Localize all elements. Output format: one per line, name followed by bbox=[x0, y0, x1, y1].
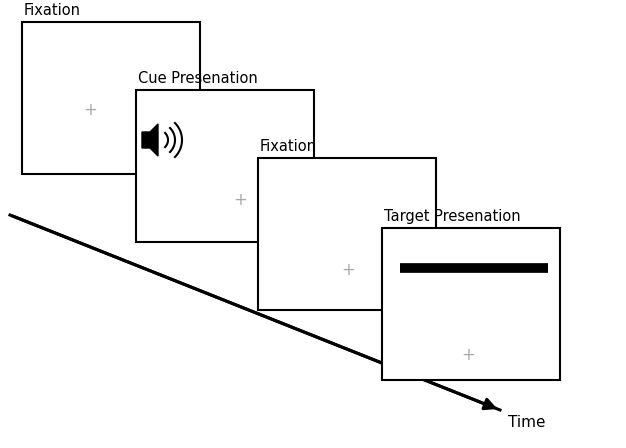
Bar bbox=[382, 228, 560, 380]
Text: Cue Presenation: Cue Presenation bbox=[138, 71, 258, 86]
Bar bbox=[136, 90, 314, 242]
Text: +: + bbox=[233, 191, 247, 209]
Text: Fixation: Fixation bbox=[24, 3, 81, 18]
Text: Time: Time bbox=[508, 415, 545, 430]
Text: Fixation: Fixation bbox=[260, 139, 317, 154]
Bar bbox=[22, 22, 200, 174]
Text: Target Presenation: Target Presenation bbox=[384, 209, 521, 224]
Text: +: + bbox=[461, 346, 475, 364]
Text: +: + bbox=[83, 101, 97, 119]
Polygon shape bbox=[142, 124, 158, 156]
Bar bbox=[258, 158, 436, 310]
Text: +: + bbox=[341, 261, 355, 279]
